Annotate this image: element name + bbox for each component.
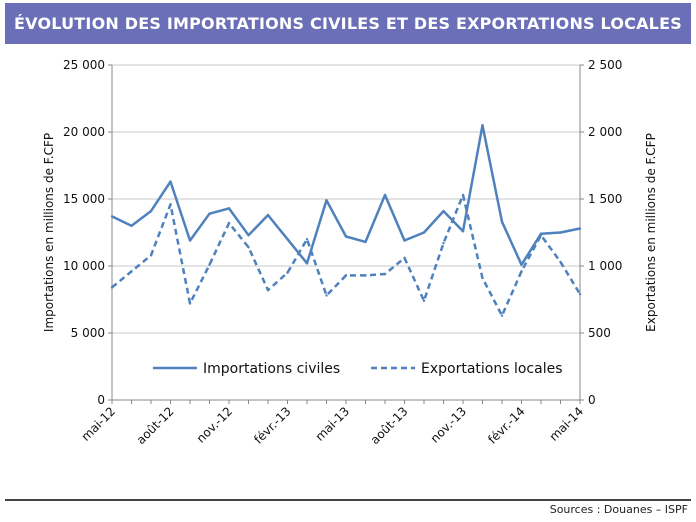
y-right-tick-label: 2 500	[588, 58, 622, 72]
data-point	[461, 229, 465, 233]
y-left-tick-label: 0	[97, 393, 105, 407]
x-tick-label: févr.-14	[485, 404, 527, 446]
x-tick-label: août-13	[368, 404, 411, 447]
data-point	[110, 215, 114, 218]
data-point	[188, 302, 192, 305]
data-point	[364, 240, 367, 244]
x-tick-label: nov.-13	[428, 404, 469, 445]
data-point	[364, 274, 367, 277]
data-point	[227, 207, 231, 210]
data-point	[149, 254, 153, 257]
data-point	[266, 213, 270, 217]
data-point	[520, 270, 523, 273]
chart-title-banner: ÉVOLUTION DES IMPORTATIONS CIVILES ET DE…	[5, 3, 691, 44]
y-right-tick-label: 0	[588, 393, 596, 407]
data-point	[266, 288, 270, 292]
data-point	[208, 212, 211, 215]
series-line-importations	[111, 124, 581, 266]
y-left-tick-label: 10 000	[63, 259, 105, 273]
data-point	[110, 286, 114, 289]
data-point	[403, 239, 406, 242]
footer-divider	[5, 499, 691, 501]
legend-label: Exportations locales	[421, 361, 563, 377]
data-point	[500, 314, 504, 317]
data-point	[169, 203, 172, 206]
data-point	[188, 239, 192, 242]
data-point	[442, 209, 445, 213]
y-left-axis-title: Importations en millions de F.CFP	[42, 133, 56, 332]
y-right-axis-title: Exportations en millions de F.CFP	[644, 133, 658, 332]
data-point	[559, 260, 562, 264]
data-point	[422, 231, 426, 234]
data-point	[539, 233, 543, 237]
data-point	[383, 193, 387, 197]
data-point	[247, 233, 250, 237]
data-point	[461, 193, 465, 197]
data-point	[500, 220, 504, 223]
data-point	[286, 238, 289, 241]
y-right-tick-label: 2 000	[588, 125, 622, 139]
x-tick-label: févr.-13	[251, 404, 293, 446]
data-point	[481, 124, 484, 127]
data-point	[305, 238, 309, 241]
x-tick-label: nov.-12	[194, 404, 235, 445]
data-point	[169, 180, 172, 183]
data-point	[305, 262, 309, 265]
data-point	[208, 263, 211, 266]
data-point	[344, 274, 348, 277]
data-point	[247, 246, 250, 249]
data-point	[286, 271, 289, 274]
legend-label: Importations civiles	[203, 361, 340, 377]
data-point	[325, 199, 328, 202]
data-point	[559, 231, 562, 234]
line-chart: 0 0 5 000 500 10 000 1 000 15 000 1 500 20 000 2 …	[42, 58, 658, 447]
data-point	[130, 224, 133, 227]
data-point	[325, 294, 328, 297]
y-right-tick-label: 1 500	[588, 192, 622, 206]
y-left-tick-label: 5 000	[71, 326, 105, 340]
y-left-tick-label: 20 000	[63, 125, 105, 139]
source-note: Sources : Douanes – ISPF	[549, 503, 688, 516]
data-point	[403, 256, 406, 260]
y-right-tick-label: 1 000	[588, 259, 622, 273]
data-point	[344, 235, 348, 238]
x-tick-label: mai-14	[547, 404, 587, 444]
data-point	[578, 227, 582, 230]
y-left-tick-label: 25 000	[63, 58, 105, 72]
data-point	[383, 272, 387, 276]
data-point	[442, 242, 445, 245]
y-left-tick-label: 15 000	[63, 192, 105, 206]
data-point	[130, 270, 133, 273]
data-point	[422, 299, 426, 303]
data-point	[227, 221, 231, 225]
chart-frame: 0 0 5 000 500 10 000 1 000 15 000 1 500 20 000 2 …	[5, 50, 691, 478]
x-tick-label: mai-12	[79, 404, 119, 444]
chart-title: ÉVOLUTION DES IMPORTATIONS CIVILES ET DE…	[14, 14, 682, 33]
x-tick-label: août-12	[134, 404, 177, 447]
x-tick-label: mai-13	[313, 404, 353, 444]
data-point	[520, 263, 523, 266]
y-right-tick-label: 500	[588, 326, 611, 340]
data-point	[578, 292, 582, 296]
data-point	[481, 276, 484, 280]
data-point	[149, 209, 153, 213]
